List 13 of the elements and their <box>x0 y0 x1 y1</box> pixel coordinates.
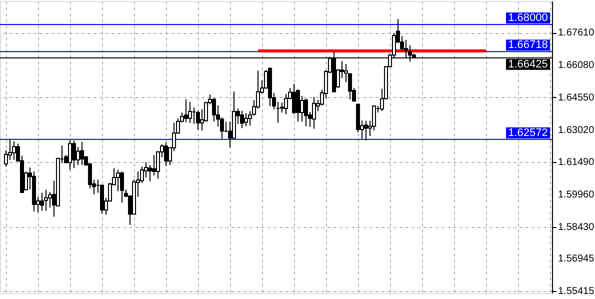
y-tick-label: 1.55415 <box>558 286 595 297</box>
y-tick-label: 1.63020 <box>558 124 595 136</box>
ref-line-label: 1.68000 <box>508 12 548 24</box>
y-tick-label: 1.67610 <box>558 28 595 39</box>
y-tick-label: 1.59960 <box>558 190 595 201</box>
ref-line-label: 1.66425 <box>508 58 548 70</box>
y-tick-label: 1.56945 <box>558 253 595 264</box>
y-tick-label: 1.58430 <box>558 222 595 233</box>
y-tick-label: 1.66080 <box>558 60 595 72</box>
ref-line-label: 1.66718 <box>508 39 548 52</box>
y-tick-label: 1.61490 <box>558 157 595 168</box>
ref-line-label: 1.62572 <box>508 126 548 139</box>
y-tick-label: 1.64550 <box>558 92 595 104</box>
